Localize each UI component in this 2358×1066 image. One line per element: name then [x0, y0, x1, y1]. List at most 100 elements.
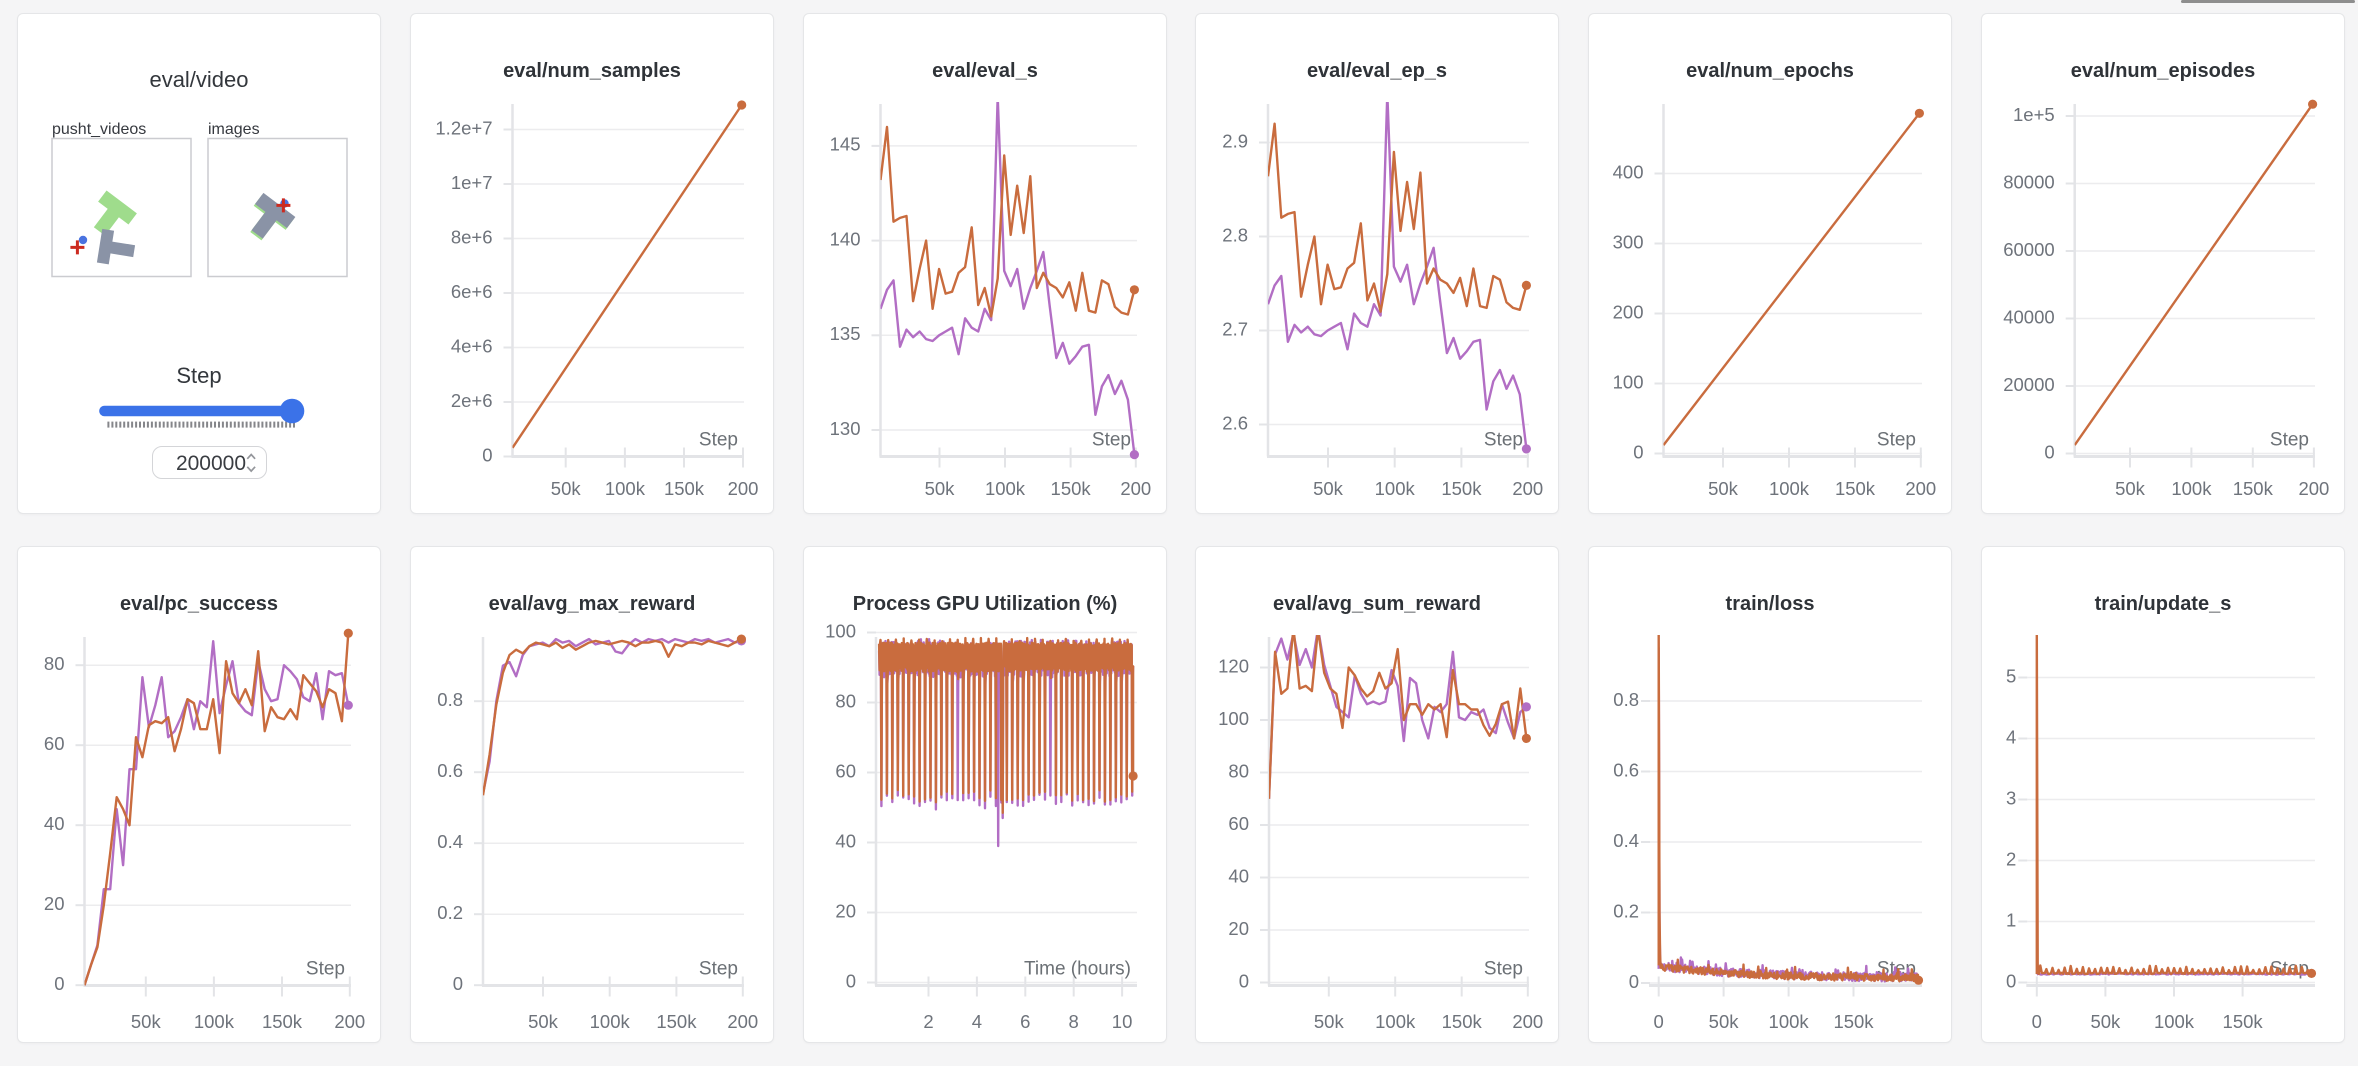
svg-text:150k: 150k — [2223, 1011, 2264, 1032]
svg-text:1: 1 — [2006, 909, 2016, 930]
svg-text:40: 40 — [44, 813, 65, 834]
svg-text:0: 0 — [1633, 441, 1643, 462]
svg-text:40000: 40000 — [2003, 306, 2054, 327]
svg-text:5: 5 — [2006, 665, 2016, 686]
svg-text:0: 0 — [1239, 970, 1249, 991]
svg-text:100: 100 — [1218, 708, 1249, 729]
svg-text:135: 135 — [830, 323, 861, 344]
svg-text:150k: 150k — [262, 1011, 303, 1032]
svg-text:0.4: 0.4 — [1613, 830, 1639, 851]
svg-text:100k: 100k — [1769, 1011, 1810, 1032]
svg-text:0: 0 — [2044, 441, 2054, 462]
svg-text:Step: Step — [2270, 430, 2309, 451]
svg-text:3: 3 — [2006, 787, 2016, 808]
svg-text:80: 80 — [44, 653, 65, 674]
svg-text:2.6: 2.6 — [1222, 412, 1248, 433]
svg-text:6: 6 — [1020, 1011, 1030, 1032]
svg-text:40: 40 — [1228, 865, 1249, 886]
svg-text:Step: Step — [699, 959, 738, 980]
svg-text:100: 100 — [825, 620, 856, 641]
svg-text:50k: 50k — [2090, 1011, 2121, 1032]
svg-text:50k: 50k — [131, 1011, 162, 1032]
svg-text:8e+6: 8e+6 — [451, 226, 493, 247]
svg-text:200: 200 — [1905, 478, 1936, 499]
svg-text:60: 60 — [1228, 813, 1249, 834]
svg-text:2: 2 — [923, 1011, 933, 1032]
svg-text:10: 10 — [1112, 1011, 1133, 1032]
svg-text:50k: 50k — [551, 478, 582, 499]
svg-text:20: 20 — [44, 893, 65, 914]
svg-text:50k: 50k — [1314, 1011, 1345, 1032]
svg-text:0: 0 — [54, 973, 64, 994]
svg-text:145: 145 — [830, 134, 861, 155]
svg-text:20: 20 — [835, 900, 856, 921]
svg-text:100k: 100k — [590, 1011, 631, 1032]
svg-text:150k: 150k — [656, 1011, 697, 1032]
svg-text:Step: Step — [306, 959, 345, 980]
svg-text:80000: 80000 — [2003, 171, 2054, 192]
svg-text:200: 200 — [1512, 1011, 1543, 1032]
svg-text:80: 80 — [1228, 760, 1249, 781]
svg-text:80: 80 — [835, 690, 856, 711]
svg-text:2.9: 2.9 — [1222, 130, 1248, 151]
svg-text:0.8: 0.8 — [437, 689, 463, 710]
svg-text:1e+7: 1e+7 — [451, 172, 493, 193]
svg-text:0: 0 — [2032, 1011, 2042, 1032]
svg-text:200: 200 — [1120, 478, 1151, 499]
svg-text:60: 60 — [44, 733, 65, 754]
svg-text:Step: Step — [1484, 959, 1523, 980]
svg-text:2.7: 2.7 — [1222, 318, 1248, 339]
svg-text:400: 400 — [1613, 161, 1644, 182]
svg-text:40: 40 — [835, 830, 856, 851]
svg-text:50k: 50k — [925, 478, 956, 499]
svg-text:100k: 100k — [1769, 478, 1810, 499]
svg-text:0: 0 — [846, 970, 856, 991]
svg-text:0: 0 — [1654, 1011, 1664, 1032]
svg-text:100k: 100k — [2154, 1011, 2195, 1032]
svg-text:200: 200 — [1613, 301, 1644, 322]
svg-text:2.8: 2.8 — [1222, 224, 1248, 245]
svg-text:200: 200 — [2298, 478, 2329, 499]
svg-text:150k: 150k — [1833, 1011, 1874, 1032]
svg-text:100k: 100k — [2171, 478, 2212, 499]
svg-text:0.4: 0.4 — [437, 831, 463, 852]
svg-text:0.6: 0.6 — [437, 760, 463, 781]
svg-text:20000: 20000 — [2003, 374, 2054, 395]
svg-text:200: 200 — [728, 478, 759, 499]
svg-text:0: 0 — [2006, 970, 2016, 991]
svg-text:0.6: 0.6 — [1613, 759, 1639, 780]
svg-text:130: 130 — [830, 418, 861, 439]
svg-text:100k: 100k — [605, 478, 646, 499]
svg-text:100k: 100k — [1375, 1011, 1416, 1032]
svg-text:150k: 150k — [664, 478, 705, 499]
svg-text:100k: 100k — [194, 1011, 235, 1032]
svg-text:Time (hours): Time (hours) — [1024, 959, 1131, 980]
svg-text:100: 100 — [1613, 371, 1644, 392]
svg-text:Step: Step — [1092, 430, 1131, 451]
svg-text:0.2: 0.2 — [437, 902, 463, 923]
svg-text:120: 120 — [1218, 655, 1249, 676]
svg-text:4e+6: 4e+6 — [451, 335, 493, 356]
svg-text:Step: Step — [1877, 430, 1916, 451]
svg-text:150k: 150k — [1051, 478, 1092, 499]
svg-text:50k: 50k — [1709, 1011, 1740, 1032]
svg-text:50k: 50k — [2115, 478, 2146, 499]
svg-text:Step: Step — [699, 430, 738, 451]
svg-text:4: 4 — [2006, 726, 2016, 747]
svg-text:150k: 150k — [1441, 478, 1482, 499]
svg-text:0.2: 0.2 — [1613, 900, 1639, 921]
svg-text:300: 300 — [1613, 231, 1644, 252]
svg-text:2e+6: 2e+6 — [451, 390, 493, 411]
svg-text:150k: 150k — [1442, 1011, 1483, 1032]
svg-text:150k: 150k — [1835, 478, 1876, 499]
svg-text:60000: 60000 — [2003, 239, 2054, 260]
svg-text:50k: 50k — [1708, 478, 1739, 499]
svg-text:Step: Step — [1484, 430, 1523, 451]
svg-text:4: 4 — [972, 1011, 982, 1032]
svg-text:140: 140 — [830, 228, 861, 249]
svg-text:1e+5: 1e+5 — [2013, 104, 2055, 125]
svg-text:0.8: 0.8 — [1613, 689, 1639, 710]
svg-text:200: 200 — [727, 1011, 758, 1032]
svg-text:1.2e+7: 1.2e+7 — [435, 117, 492, 138]
svg-text:50k: 50k — [1313, 478, 1344, 499]
